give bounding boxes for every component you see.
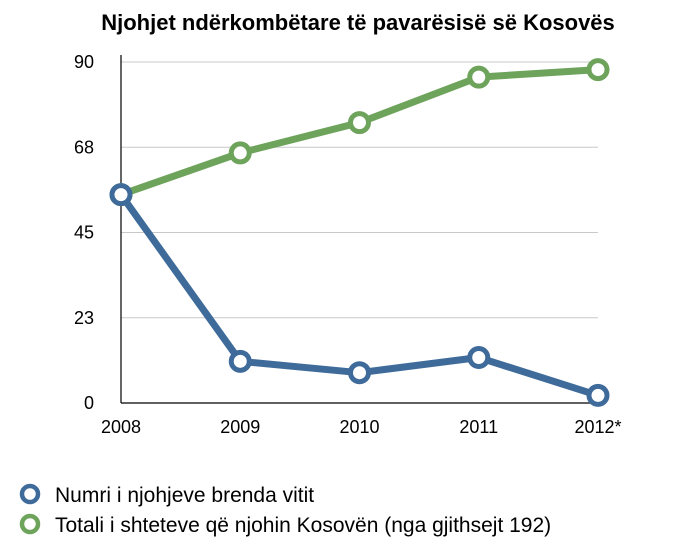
legend-label: Numri i njohjeve brenda vitit (55, 484, 314, 507)
x-tick-label: 2012* (574, 417, 621, 437)
x-tick-label: 2009 (220, 417, 260, 437)
data-point (348, 111, 371, 135)
legend: Numri i njohjeve brenda vitit Totali i sh… (19, 483, 551, 537)
y-tick-label: 68 (74, 137, 94, 157)
legend-marker (19, 483, 41, 505)
x-tick-label: 2010 (339, 417, 379, 437)
axis-labels: 0 23 45 68 90 2008 2009 2010 2011 2012* (74, 52, 622, 437)
gridlines (121, 61, 598, 404)
data-points (109, 58, 610, 407)
data-point (467, 65, 491, 89)
y-tick-label: 23 (74, 308, 94, 328)
data-point (109, 183, 133, 207)
data-point (467, 346, 491, 370)
x-tick-label: 2008 (101, 417, 141, 437)
data-point (586, 58, 610, 82)
y-tick-label: 45 (74, 223, 94, 243)
data-point (228, 349, 252, 373)
y-tick-label: 0 (84, 393, 94, 413)
data-point (228, 141, 252, 165)
chart-title: Njohjet ndërkombëtare të pavarësisë së K… (101, 10, 615, 35)
legend-marker (19, 513, 41, 535)
y-tick-label: 90 (74, 52, 94, 72)
legend-label: Totali i shteteve që njohin Kosovën (nga… (55, 514, 551, 537)
data-point (348, 361, 371, 385)
data-point (586, 383, 610, 407)
x-tick-label: 2011 (459, 417, 498, 437)
